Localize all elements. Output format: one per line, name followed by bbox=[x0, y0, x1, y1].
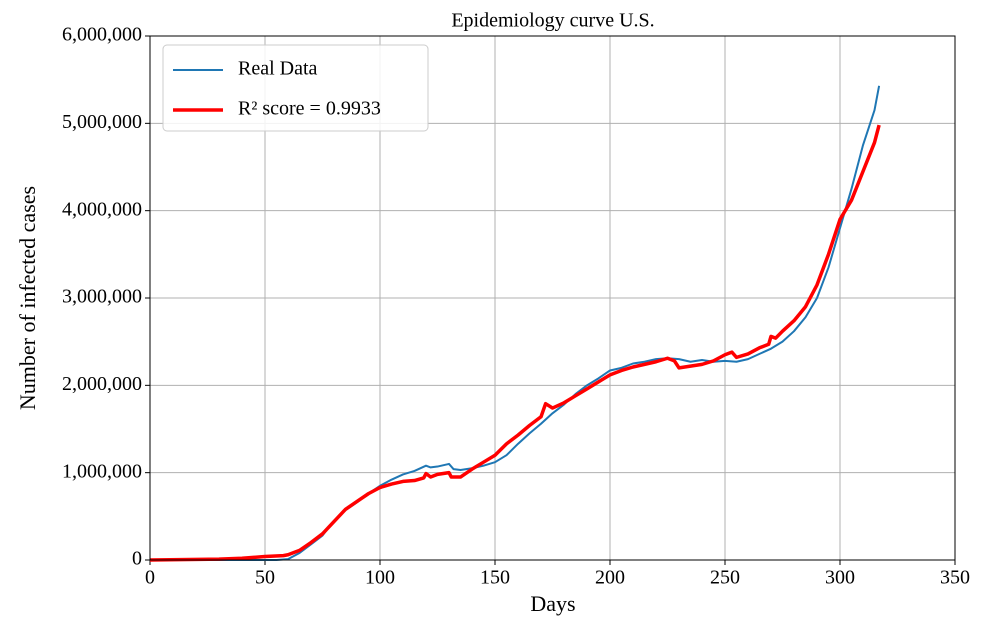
y-tick-label: 6,000,000 bbox=[62, 24, 142, 46]
legend-label: Real Data bbox=[238, 58, 318, 80]
y-tick-label: 4,000,000 bbox=[62, 198, 142, 220]
plot-frame bbox=[149, 35, 956, 561]
legend-label: R² score = 0.9933 bbox=[238, 98, 381, 120]
x-tick-label: 300 bbox=[825, 567, 855, 589]
y-tick-label: 2,000,000 bbox=[62, 373, 142, 395]
x-tick-label: 0 bbox=[145, 567, 155, 589]
legend: Real Data R² score = 0.9933 bbox=[162, 44, 429, 132]
legend-box bbox=[162, 44, 429, 132]
x-tick-label: 150 bbox=[480, 567, 510, 589]
x-tick-label: 250 bbox=[710, 567, 740, 589]
data-line bbox=[150, 85, 881, 561]
y-tick-label: 5,000,000 bbox=[62, 111, 142, 133]
x-axis-label: Days bbox=[530, 591, 575, 616]
x-tick-label: 350 bbox=[940, 567, 970, 589]
y-tick-label: 3,000,000 bbox=[62, 286, 142, 308]
y-tick-label: 1,000,000 bbox=[62, 460, 142, 482]
x-tick-label: 200 bbox=[595, 567, 625, 589]
y-axis-label: Number of infected cases bbox=[15, 186, 40, 410]
y-tick-label: 0 bbox=[132, 548, 142, 570]
chart-title: Epidemiology curve U.S. bbox=[451, 10, 654, 32]
data-line bbox=[149, 124, 881, 562]
x-tick-label: 50 bbox=[255, 567, 275, 589]
x-tick-label: 100 bbox=[365, 567, 395, 589]
